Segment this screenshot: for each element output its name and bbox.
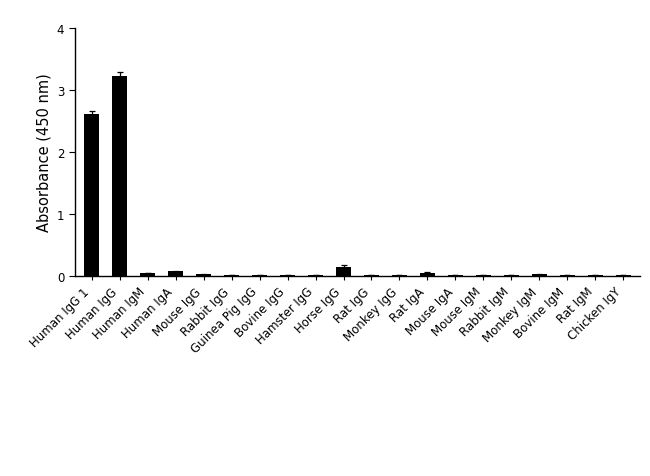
Bar — [140, 274, 155, 276]
Bar — [112, 77, 127, 276]
Bar — [196, 275, 211, 276]
Bar — [168, 272, 183, 276]
Bar — [84, 115, 99, 276]
Bar — [420, 273, 436, 276]
Y-axis label: Absorbance (450 nm): Absorbance (450 nm) — [36, 73, 51, 231]
Bar — [532, 275, 547, 276]
Bar — [336, 268, 351, 276]
